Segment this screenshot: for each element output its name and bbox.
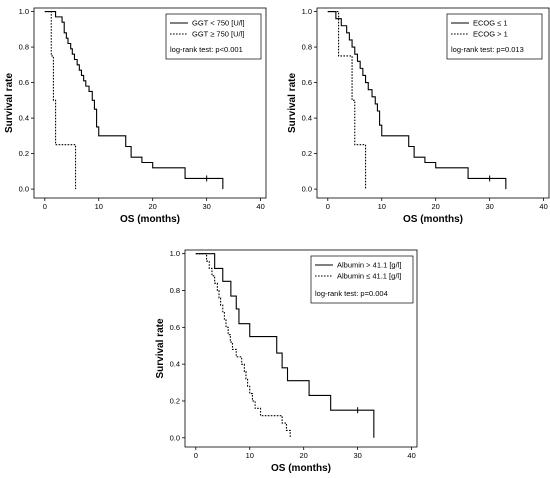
y-tick-label: 0.0 (302, 185, 312, 194)
y-tick-label: 1.0 (19, 7, 29, 16)
plot-frame (184, 249, 418, 448)
x-tick-label: 0 (326, 202, 330, 211)
legend-box (165, 13, 262, 60)
y-tick-label: 1.0 (170, 249, 180, 258)
y-tick-label: 0.4 (302, 114, 312, 123)
chart-panel-1: 0 10 20 30 40 0.0 0.2 0.4 0.6 0.8 1.0 OS (months) Su… (4, 7, 267, 225)
x-tick-label: 30 (202, 202, 210, 211)
y-tick-label: 0.6 (19, 78, 29, 87)
x-tick-label: 10 (95, 202, 103, 211)
x-tick-label: 20 (149, 202, 157, 211)
x-tick-label: 40 (256, 202, 264, 211)
x-tick-label: 10 (246, 451, 254, 460)
km-curve-series-2 (44, 11, 77, 190)
y-tick-label: 1.0 (302, 7, 312, 16)
log-rank-annotation: log-rank test: p<0.001 (170, 45, 243, 54)
plot-frame (316, 7, 550, 199)
x-axis-title: OS (months) (271, 463, 331, 474)
y-tick-label: 0.2 (19, 149, 29, 158)
legend-box (310, 255, 414, 304)
legend-label-2: GGT ≥ 750 [U/l] (192, 30, 244, 39)
chart-panel-2: 0 10 20 30 40 0.0 0.2 0.4 0.6 0.8 1.0 OS (months) Su… (287, 7, 550, 225)
y-axis-title: Survival rate (4, 73, 15, 133)
y-tick-label: 0.6 (302, 78, 312, 87)
log-rank-annotation: log-rank test: p=0.004 (315, 289, 388, 298)
y-tick-label: 0.0 (19, 185, 29, 194)
y-tick-label: 0.6 (170, 323, 180, 332)
x-tick-label: 30 (485, 202, 493, 211)
y-tick-label: 0.8 (170, 286, 180, 295)
y-axis-title: Survival rate (155, 318, 166, 378)
x-tick-label: 0 (194, 451, 198, 460)
legend-label-2: Albumin ≤ 41.1 [g/l] (337, 272, 401, 281)
x-tick-label: 40 (407, 451, 415, 460)
legend-label-1: Albumin > 41.1 [g/l] (337, 261, 401, 270)
y-tick-label: 0.2 (170, 396, 180, 405)
plot-frame (33, 7, 267, 199)
legend-box (446, 13, 543, 60)
km-curve-series-1 (327, 11, 507, 190)
y-axis-title: Survival rate (287, 73, 298, 133)
legend-label-1: ECOG ≤ 1 (473, 19, 508, 28)
km-curve-series-2 (195, 253, 291, 438)
x-tick-label: 20 (432, 202, 440, 211)
legend-label-1: GGT < 750 [U/l] (192, 19, 245, 28)
x-tick-label: 40 (539, 202, 547, 211)
y-tick-label: 0.2 (302, 149, 312, 158)
x-tick-label: 20 (300, 451, 308, 460)
y-tick-label: 0.4 (19, 114, 29, 123)
y-tick-label: 0.8 (302, 43, 312, 52)
log-rank-annotation: log-rank test: p=0.013 (451, 45, 524, 54)
km-curve-series-1 (44, 11, 224, 190)
y-tick-label: 0.0 (170, 433, 180, 442)
x-tick-label: 30 (353, 451, 361, 460)
x-axis-title: OS (months) (403, 214, 463, 225)
x-tick-label: 10 (378, 202, 386, 211)
legend-label-2: ECOG > 1 (473, 30, 508, 39)
km-curve-series-1 (195, 253, 375, 438)
y-tick-label: 0.4 (170, 360, 180, 369)
x-axis-title: OS (months) (120, 214, 180, 225)
chart-panel-3: 0 10 20 30 40 0.0 0.2 0.4 0.6 0.8 1.0 OS (months) Su… (155, 249, 418, 474)
x-tick-label: 0 (43, 202, 47, 211)
y-tick-label: 0.8 (19, 43, 29, 52)
km-curve-series-2 (327, 11, 367, 190)
